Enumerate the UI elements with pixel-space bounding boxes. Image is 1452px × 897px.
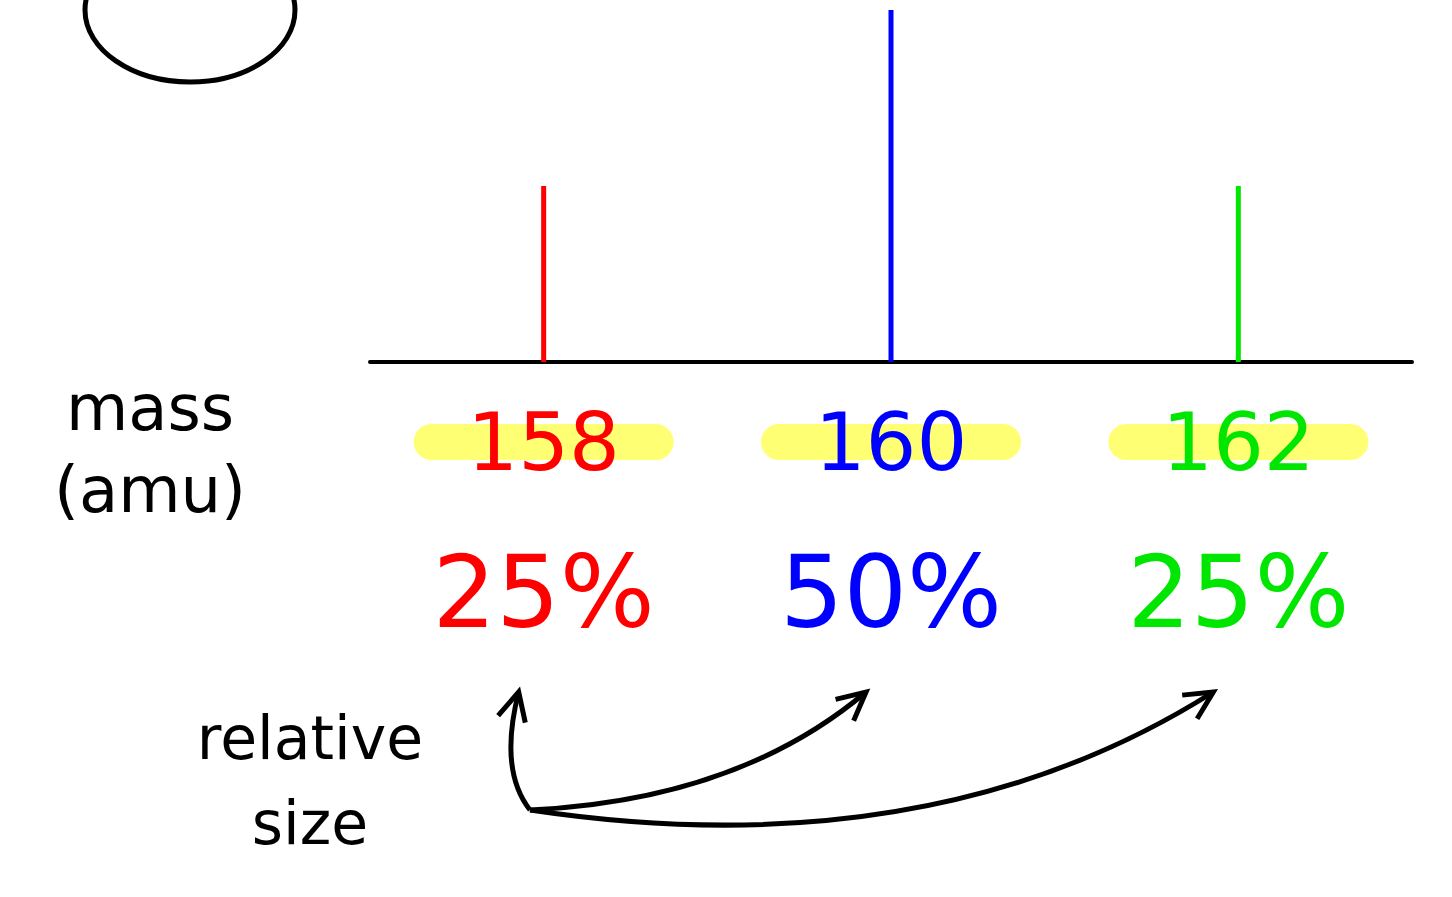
svg-text:50%: 50%: [780, 534, 1002, 651]
svg-text:158: 158: [467, 396, 620, 489]
svg-text:(amu): (amu): [54, 453, 246, 527]
svg-text:relative: relative: [197, 703, 423, 773]
svg-text:162: 162: [1162, 396, 1315, 489]
svg-text:25%: 25%: [433, 534, 655, 651]
svg-text:25%: 25%: [1127, 534, 1349, 651]
svg-text:mass: mass: [66, 371, 234, 445]
svg-text:160: 160: [815, 396, 968, 489]
svg-text:size: size: [252, 788, 368, 858]
